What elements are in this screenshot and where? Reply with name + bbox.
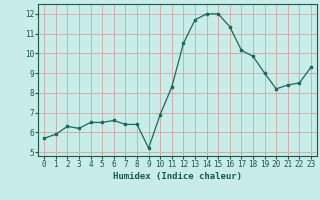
X-axis label: Humidex (Indice chaleur): Humidex (Indice chaleur) [113,172,242,181]
